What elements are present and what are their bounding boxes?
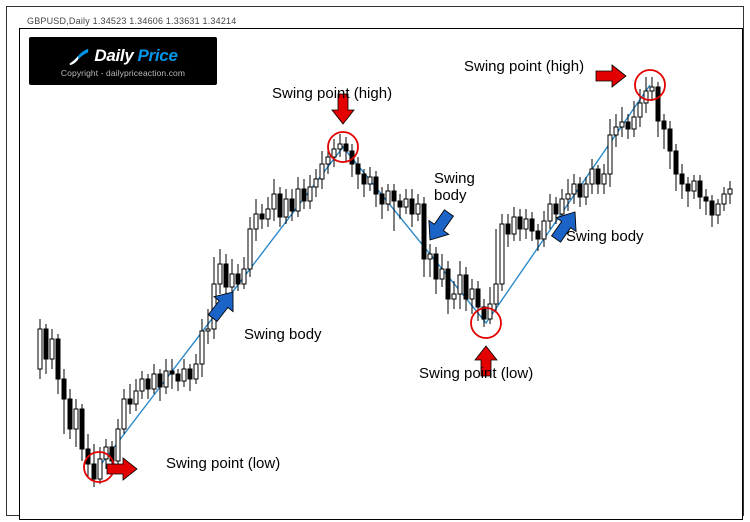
chart-outer-frame: GBPUSD,Daily 1.34523 1.34606 1.33631 1.3… — [6, 6, 744, 516]
annotation-label: Swing point (low) — [419, 365, 533, 382]
annotation-label: Swing point (low) — [166, 455, 280, 472]
logo-box: Daily Price Copyright - dailypriceaction… — [29, 37, 217, 85]
logo-text-daily: Daily — [94, 46, 133, 66]
annotation-label: Swing body — [566, 228, 644, 245]
annotation-label: Swing body — [244, 326, 322, 343]
annotation-label: Swing point (high) — [272, 85, 392, 102]
logo-icon — [68, 45, 90, 67]
logo-text-price: Price — [138, 46, 178, 66]
ticker-label: GBPUSD,Daily 1.34523 1.34606 1.33631 1.3… — [27, 16, 236, 26]
logo-copyright: Copyright - dailypriceaction.com — [61, 68, 185, 78]
annotation-label: Swing point (high) — [464, 58, 584, 75]
annotation-label: Swingbody — [434, 171, 475, 204]
